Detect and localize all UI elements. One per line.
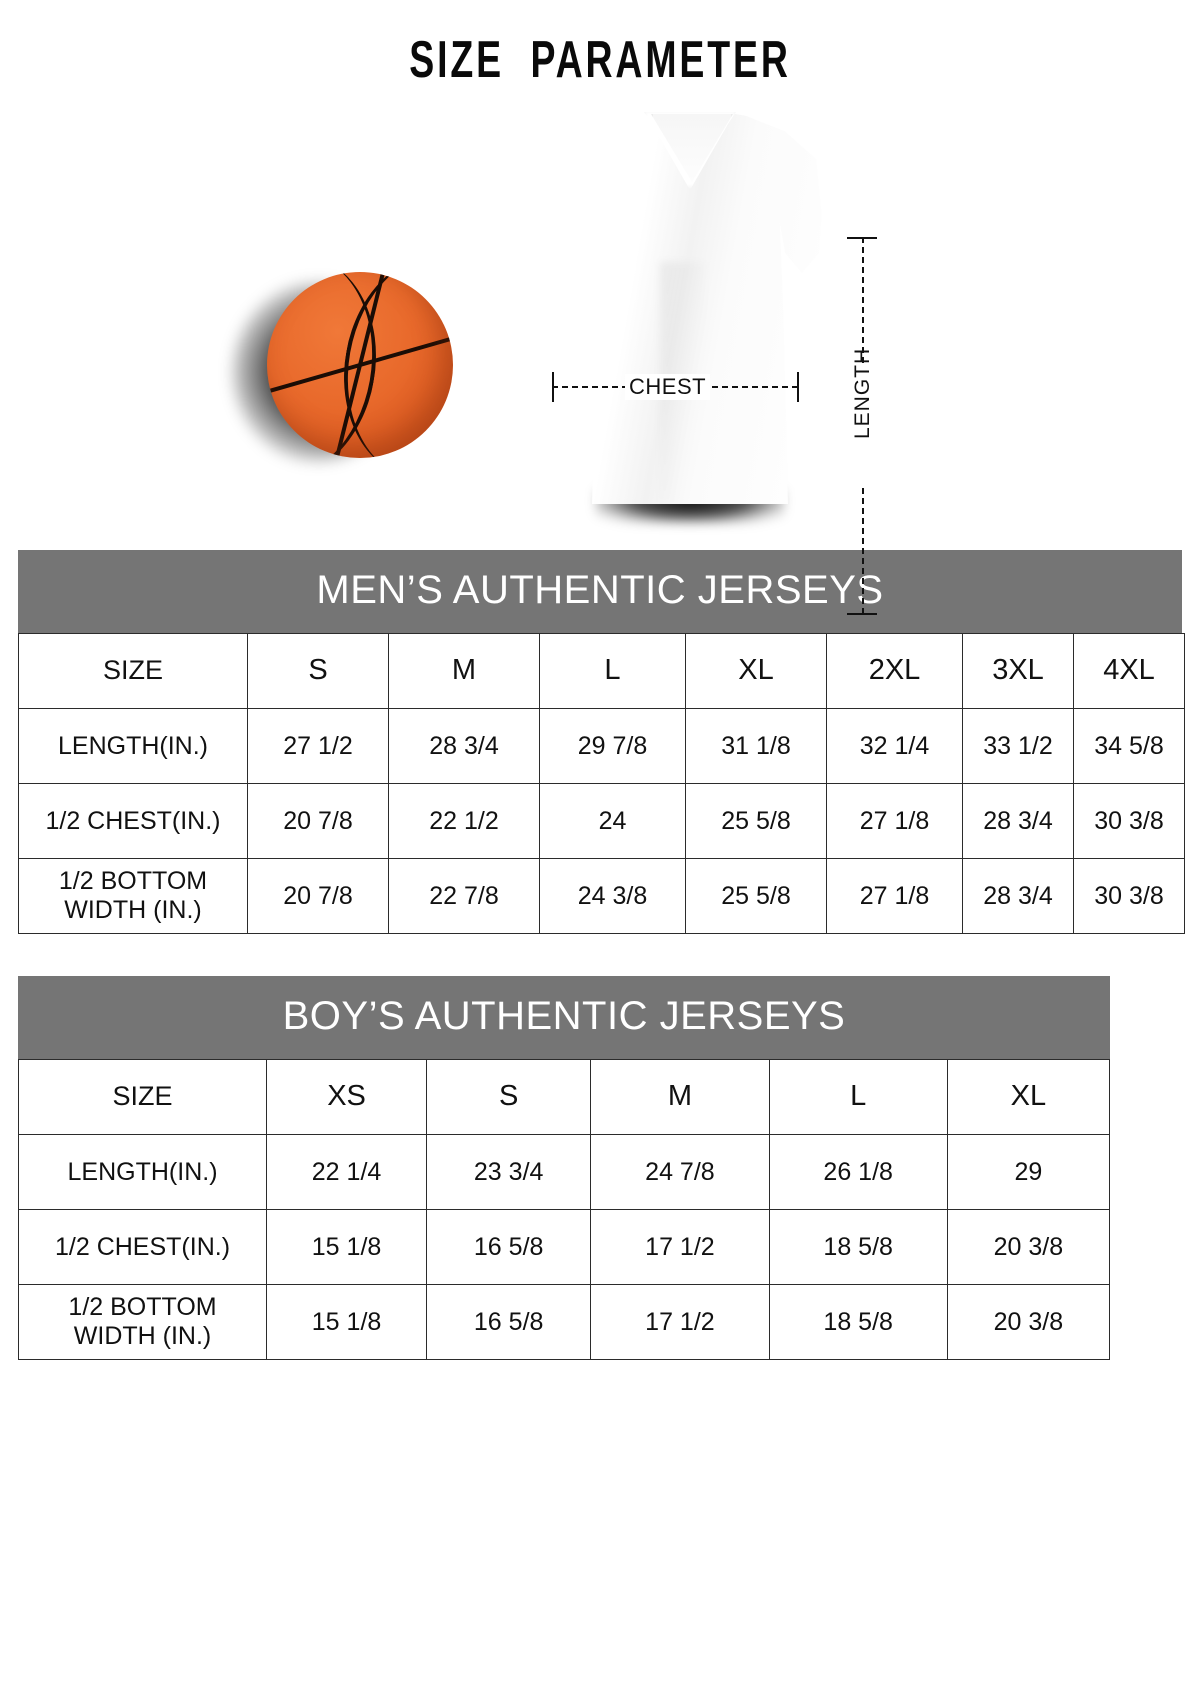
column-header-xs: XS — [266, 1059, 428, 1135]
table-cell: 22 1/2 — [388, 783, 540, 859]
table-cell: 20 7/8 — [247, 783, 389, 859]
column-header-l: L — [539, 633, 686, 709]
basketball-seam-horizontal — [267, 335, 453, 395]
table-cell: 31 1/8 — [685, 708, 827, 784]
mens-size-table-block: MEN’S AUTHENTIC JERSEYS SIZE S M L XL 2X… — [18, 550, 1185, 934]
table-cell: 24 7/8 — [590, 1134, 770, 1210]
column-header-size: SIZE — [17, 1059, 268, 1135]
boys-size-table-block: BOY’S AUTHENTIC JERSEYS SIZE XS S M L XL… — [17, 976, 1111, 1360]
column-header-xl: XL — [685, 633, 827, 709]
basketball-icon — [232, 264, 453, 484]
boys-size-table: SIZE XS S M L XL LENGTH(IN.) 22 1/4 23 3… — [17, 1059, 1111, 1360]
row-label-half-chest: 1/2 CHEST(IN.) — [17, 1209, 268, 1285]
table-cell: 33 1/2 — [962, 708, 1074, 784]
table-cell: 15 1/8 — [266, 1209, 428, 1285]
table-cell: 22 1/4 — [266, 1134, 428, 1210]
table-cell: 23 3/4 — [426, 1134, 592, 1210]
table-cell: 22 7/8 — [388, 858, 540, 934]
jersey-icon — [540, 112, 840, 524]
table-cell: 34 5/8 — [1073, 708, 1185, 784]
length-dashed-line-top — [862, 237, 864, 363]
table-row: 1/2 BOTTOM WIDTH (IN.) 15 1/8 16 5/8 17 … — [17, 1284, 1111, 1360]
column-header-s: S — [426, 1059, 592, 1135]
column-header-3xl: 3XL — [962, 633, 1074, 709]
mens-table-band-title: MEN’S AUTHENTIC JERSEYS — [18, 550, 1182, 633]
column-header-l: L — [768, 1059, 948, 1135]
table-cell: 28 3/4 — [962, 858, 1074, 934]
page-title: SIZE PARAMETER — [409, 31, 791, 89]
measurement-illustration: CHEST LENGTH — [0, 104, 1200, 615]
table-cell: 17 1/2 — [590, 1209, 770, 1285]
column-header-4xl: 4XL — [1073, 633, 1185, 709]
table-cell: 29 7/8 — [539, 708, 686, 784]
row-label-length: LENGTH(IN.) — [18, 708, 248, 784]
row-label-half-chest: 1/2 CHEST(IN.) — [18, 783, 248, 859]
table-cell: 15 1/8 — [266, 1284, 428, 1360]
row-label-length: LENGTH(IN.) — [17, 1134, 268, 1210]
table-cell: 16 5/8 — [426, 1209, 592, 1285]
table-cell: 24 3/8 — [539, 858, 686, 934]
basketball-seam-curve-right — [326, 272, 453, 458]
table-cell: 16 5/8 — [426, 1284, 592, 1360]
table-cell: 30 3/8 — [1073, 858, 1185, 934]
table-cell: 18 5/8 — [768, 1209, 948, 1285]
table-cell: 27 1/8 — [826, 783, 963, 859]
table-cell: 29 — [946, 1134, 1111, 1210]
chest-endcap-right — [797, 372, 799, 402]
length-label: LENGTH — [851, 347, 874, 439]
table-cell: 28 3/4 — [962, 783, 1074, 859]
table-cell: 25 5/8 — [685, 858, 827, 934]
table-cell: 28 3/4 — [388, 708, 540, 784]
column-header-size: SIZE — [18, 633, 248, 709]
chest-label: CHEST — [625, 374, 711, 400]
table-cell: 20 7/8 — [247, 858, 389, 934]
mens-size-table: SIZE S M L XL 2XL 3XL 4XL LENGTH(IN.) 27… — [18, 633, 1185, 934]
table-cell: 32 1/4 — [826, 708, 963, 784]
table-row: 1/2 CHEST(IN.) 20 7/8 22 1/2 24 25 5/8 2… — [18, 783, 1185, 859]
table-cell: 30 3/8 — [1073, 783, 1185, 859]
table-cell: 26 1/8 — [768, 1134, 948, 1210]
column-header-s: S — [247, 633, 389, 709]
table-row: 1/2 BOTTOM WIDTH (IN.) 20 7/8 22 7/8 24 … — [18, 858, 1185, 934]
length-dashed-line-bottom — [862, 488, 864, 614]
table-cell: 24 — [539, 783, 686, 859]
table-cell: 17 1/2 — [590, 1284, 770, 1360]
table-row: LENGTH(IN.) 27 1/2 28 3/4 29 7/8 31 1/8 … — [18, 708, 1185, 784]
table-cell: 27 1/8 — [826, 858, 963, 934]
table-cell: 27 1/2 — [247, 708, 389, 784]
column-header-2xl: 2XL — [826, 633, 963, 709]
row-label-half-bottom-width: 1/2 BOTTOM WIDTH (IN.) — [18, 858, 248, 934]
basketball-seam-curve-left — [267, 272, 394, 458]
column-header-m: M — [590, 1059, 770, 1135]
table-row: LENGTH(IN.) 22 1/4 23 3/4 24 7/8 26 1/8 … — [17, 1134, 1111, 1210]
table-header-row: SIZE XS S M L XL — [17, 1059, 1111, 1135]
column-header-m: M — [388, 633, 540, 709]
row-label-half-bottom-width: 1/2 BOTTOM WIDTH (IN.) — [17, 1284, 268, 1360]
basketball-seam-vertical — [334, 272, 386, 458]
table-cell: 20 3/8 — [946, 1284, 1111, 1360]
table-row: 1/2 CHEST(IN.) 15 1/8 16 5/8 17 1/2 18 5… — [17, 1209, 1111, 1285]
column-header-xl: XL — [946, 1059, 1111, 1135]
table-cell: 25 5/8 — [685, 783, 827, 859]
table-header-row: SIZE S M L XL 2XL 3XL 4XL — [18, 633, 1185, 709]
basketball-sphere — [267, 272, 453, 458]
length-endcap-bottom — [847, 613, 877, 615]
boys-table-band-title: BOY’S AUTHENTIC JERSEYS — [18, 976, 1110, 1059]
table-cell: 18 5/8 — [768, 1284, 948, 1360]
table-cell: 20 3/8 — [946, 1209, 1111, 1285]
